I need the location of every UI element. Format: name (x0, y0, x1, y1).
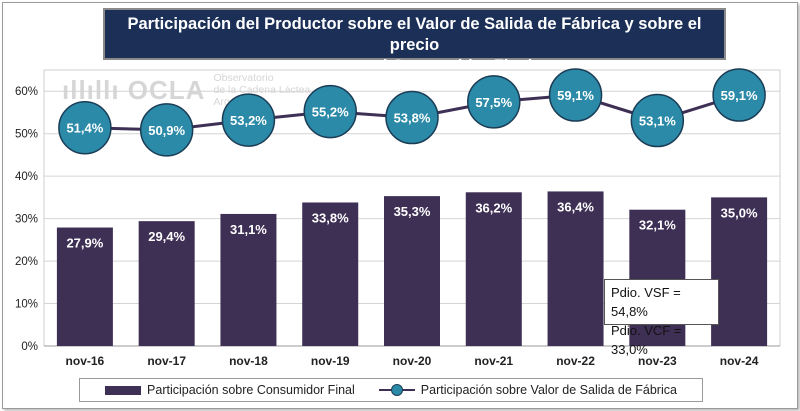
average-vcf: Pdio. VCF = 33,0% (611, 323, 682, 357)
x-tick-label: nov-18 (229, 354, 268, 368)
line-point (303, 84, 357, 139)
bar-value-label: 36,4% (557, 199, 594, 214)
legend-bar-swatch (105, 385, 142, 395)
average-vsf: Pdio. VSF = 54,8% (611, 285, 681, 319)
chart-legend: Participación sobre Consumidor Final Par… (79, 378, 703, 402)
averages-box: Pdio. VSF = 54,8% Pdio. VCF = 33,0% (604, 279, 719, 357)
line-point (712, 68, 766, 122)
x-tick-label: nov-20 (393, 354, 432, 368)
bar (547, 191, 604, 346)
y-tick-label: 40% (15, 171, 38, 183)
line-point (139, 103, 194, 157)
line-value-label: 53,2% (230, 113, 267, 128)
bar-value-label: 33,8% (312, 210, 349, 225)
bar-value-label: 29,4% (148, 229, 185, 244)
line-point (548, 68, 603, 122)
bar-value-label: 32,1% (639, 218, 676, 233)
x-tick-label: nov-17 (147, 354, 186, 368)
line-value-label: 53,8% (394, 111, 431, 126)
line-point (467, 75, 521, 129)
bar (56, 227, 113, 346)
line-value-label: 59,1% (557, 88, 594, 103)
x-tick-label: nov-16 (66, 354, 105, 368)
legend-item-bars: Participación sobre Consumidor Final (105, 383, 355, 397)
y-tick-label: 30% (15, 214, 38, 226)
line-value-label: 59,1% (721, 88, 758, 103)
line-value-label: 53,1% (639, 114, 676, 129)
legend-bar-label: Participación sobre Consumidor Final (147, 383, 355, 397)
x-tick-label: nov-21 (474, 354, 513, 368)
bar (465, 192, 522, 346)
ocla-logo: ıllıllı OCLA (62, 74, 206, 105)
legend-line-swatch (378, 383, 415, 397)
line-value-label: 50,9% (148, 123, 185, 138)
x-tick-label: nov-19 (311, 354, 350, 368)
bar-value-label: 35,3% (394, 204, 431, 219)
y-tick-label: 50% (15, 129, 38, 141)
x-tick-label: nov-24 (720, 354, 759, 368)
bar (302, 202, 359, 346)
y-tick-label: 20% (15, 256, 38, 268)
line-point (58, 100, 112, 155)
ocla-subtitle-line-2: de la Cadena Láctea (213, 84, 311, 96)
y-tick-label: 0% (21, 341, 38, 353)
line-value-label: 51,4% (66, 121, 103, 136)
bar-value-label: 36,2% (475, 200, 512, 215)
line-point (630, 93, 685, 148)
x-tick-label: nov-23 (638, 354, 677, 368)
bar-value-label: 27,9% (66, 236, 103, 251)
x-tick-label: nov-22 (556, 354, 595, 368)
title-line-1: Participación del Productor sobre el Val… (127, 15, 702, 54)
line-point (385, 90, 439, 145)
y-tick-label: 10% (15, 299, 38, 311)
bar (138, 221, 195, 346)
y-tick-label: 60% (15, 86, 38, 98)
line-value-label: 57,5% (475, 95, 512, 110)
bar (711, 197, 768, 346)
legend-item-line: Participación sobre Valor de Salida de F… (378, 383, 677, 397)
bar-value-label: 31,1% (230, 222, 267, 237)
line-point (221, 93, 276, 147)
bar (220, 213, 277, 346)
line-value-label: 55,2% (312, 105, 349, 120)
bar-value-label: 35,0% (721, 205, 758, 220)
legend-line-label: Participación sobre Valor de Salida de F… (420, 383, 677, 397)
ocla-subtitle-line-1: Observatorio (213, 72, 274, 84)
bar (384, 196, 440, 346)
